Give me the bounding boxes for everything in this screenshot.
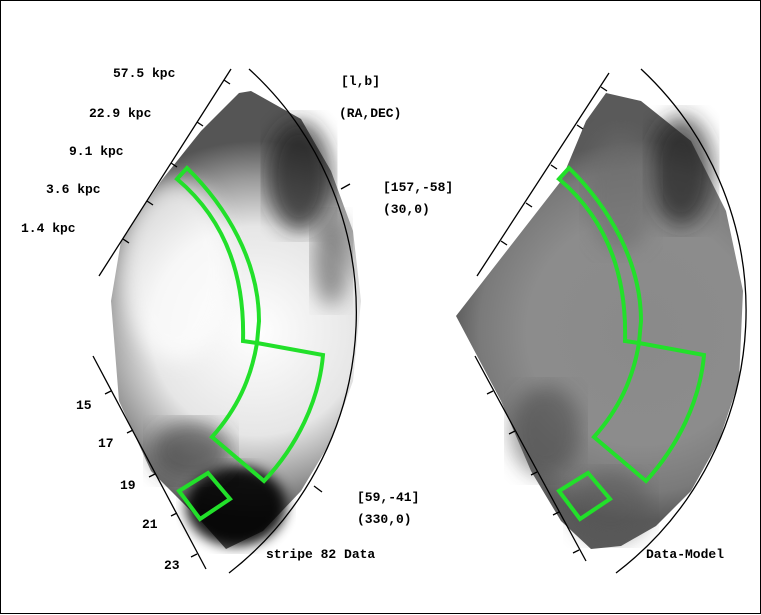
distance-axis-right bbox=[476, 72, 610, 277]
region-outer-band-right bbox=[556, 165, 644, 346]
magnitude-axis-right bbox=[474, 355, 587, 562]
magnitude-tick bbox=[148, 473, 156, 478]
arc-tick-top bbox=[340, 183, 351, 190]
model-residual-wedge bbox=[456, 93, 743, 549]
outer-arc-right bbox=[615, 68, 747, 574]
header-radec-label: (RA,DEC) bbox=[339, 106, 401, 121]
region-outer-band bbox=[174, 165, 262, 346]
panel-label-data: stripe 82 Data bbox=[266, 547, 375, 562]
top-radec-label: (30,0) bbox=[383, 202, 430, 217]
magnitude-label: 23 bbox=[164, 558, 180, 573]
magnitude-label: 19 bbox=[120, 478, 136, 493]
distance-label: 57.5 kpc bbox=[113, 66, 176, 81]
distance-tick-right bbox=[525, 202, 533, 208]
distance-tick-right bbox=[576, 124, 584, 130]
top-lb-label: [157,-58] bbox=[383, 180, 453, 195]
magnitude-tick bbox=[126, 429, 134, 434]
magnitude-label: 21 bbox=[142, 517, 158, 532]
magnitude-label: 15 bbox=[76, 398, 92, 413]
distance-tick-right bbox=[550, 164, 558, 170]
distance-tick bbox=[223, 79, 231, 85]
magnitude-axis bbox=[92, 355, 207, 570]
magnitude-tick-right bbox=[508, 430, 516, 435]
magnitude-tick-right bbox=[486, 390, 494, 395]
bottom-lb-label: [59,-41] bbox=[357, 490, 419, 505]
distance-label: 9.1 kpc bbox=[69, 144, 124, 159]
distance-tick-right bbox=[600, 86, 608, 92]
distance-tick bbox=[170, 162, 178, 168]
magnitude-tick bbox=[190, 553, 198, 558]
magnitude-tick bbox=[170, 512, 178, 517]
magnitude-tick bbox=[104, 390, 112, 395]
panel-label-model: Data-Model bbox=[646, 547, 724, 562]
arc-tick-bottom bbox=[313, 485, 323, 493]
distance-label: 1.4 kpc bbox=[21, 221, 76, 236]
magnitude-tick-right bbox=[530, 471, 538, 476]
distance-tick bbox=[146, 200, 154, 206]
distance-axis bbox=[98, 68, 232, 277]
magnitude-label: 17 bbox=[98, 436, 114, 451]
distance-tick bbox=[122, 238, 130, 244]
outer-arc-left bbox=[228, 68, 357, 574]
header-lb-label: [l,b] bbox=[341, 74, 380, 89]
distance-label: 22.9 kpc bbox=[89, 106, 152, 121]
region-small-box-right bbox=[556, 470, 613, 522]
bottom-radec-label: (330,0) bbox=[357, 512, 412, 527]
distance-tick bbox=[196, 121, 204, 127]
region-middle-sector bbox=[209, 340, 326, 484]
magnitude-tick-right bbox=[572, 549, 580, 554]
magnitude-tick-right bbox=[552, 511, 560, 516]
distance-tick-right bbox=[500, 240, 508, 246]
distance-label: 3.6 kpc bbox=[46, 182, 101, 197]
region-small-box bbox=[176, 470, 233, 522]
data-density-wedge bbox=[111, 91, 361, 549]
region-middle-sector-right bbox=[591, 340, 707, 484]
